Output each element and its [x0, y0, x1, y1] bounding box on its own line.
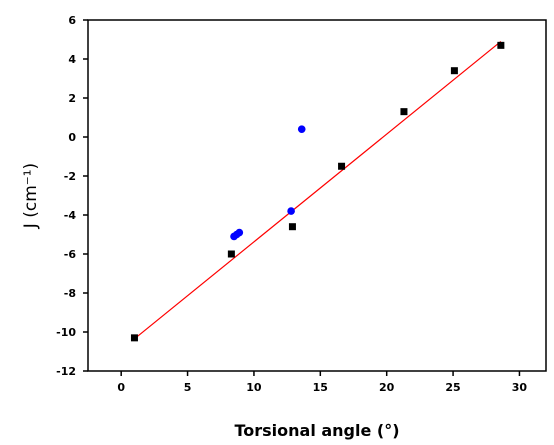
circle-data-point: [235, 228, 244, 237]
x-tick-label: 0: [117, 381, 125, 394]
square-data-point: [497, 41, 505, 49]
circle-data-point: [287, 207, 295, 215]
y-tick-label: -10: [56, 326, 76, 339]
square-data-point: [227, 250, 235, 258]
square-data-point: [400, 108, 408, 116]
x-tick-label: 20: [379, 381, 395, 394]
x-tick-label: 25: [445, 381, 460, 394]
y-tick-label: 0: [68, 131, 76, 144]
x-tick-label: 30: [512, 381, 528, 394]
circle-data-point: [297, 125, 306, 133]
plot-frame: [87, 19, 547, 372]
y-tick-label: 4: [68, 53, 76, 66]
x-tick-label: 15: [313, 381, 328, 394]
square-data-point: [130, 334, 138, 342]
x-axis-title: Torsional angle (°): [234, 421, 399, 440]
x-ticks: 0 5 10 15 20 25 30: [117, 371, 527, 394]
y-tick-label: -12: [56, 365, 76, 378]
fit-line-group: [134, 40, 502, 340]
y-axis-title: J (cm⁻¹): [21, 163, 41, 229]
y-tick-label: -6: [64, 248, 77, 261]
data-points: [130, 41, 505, 342]
square-data-point: [288, 223, 296, 231]
y-tick-label: 2: [68, 92, 76, 105]
fit-line: [134, 40, 502, 340]
x-tick-label: 10: [246, 381, 262, 394]
square-data-point: [338, 162, 346, 170]
plot-area: 0 5 10 15 20 25 30 -12 -10 -8 -6 -4 -2 0 2 4 6: [56, 14, 547, 394]
square-data-point: [450, 67, 458, 75]
y-tick-label: -4: [64, 209, 77, 222]
y-tick-label: -8: [64, 287, 76, 300]
y-ticks: -12 -10 -8 -6 -4 -2 0 2 4 6: [56, 14, 88, 378]
y-tick-label: 6: [68, 14, 76, 27]
y-tick-label: -2: [64, 170, 76, 183]
x-tick-label: 5: [184, 381, 192, 394]
